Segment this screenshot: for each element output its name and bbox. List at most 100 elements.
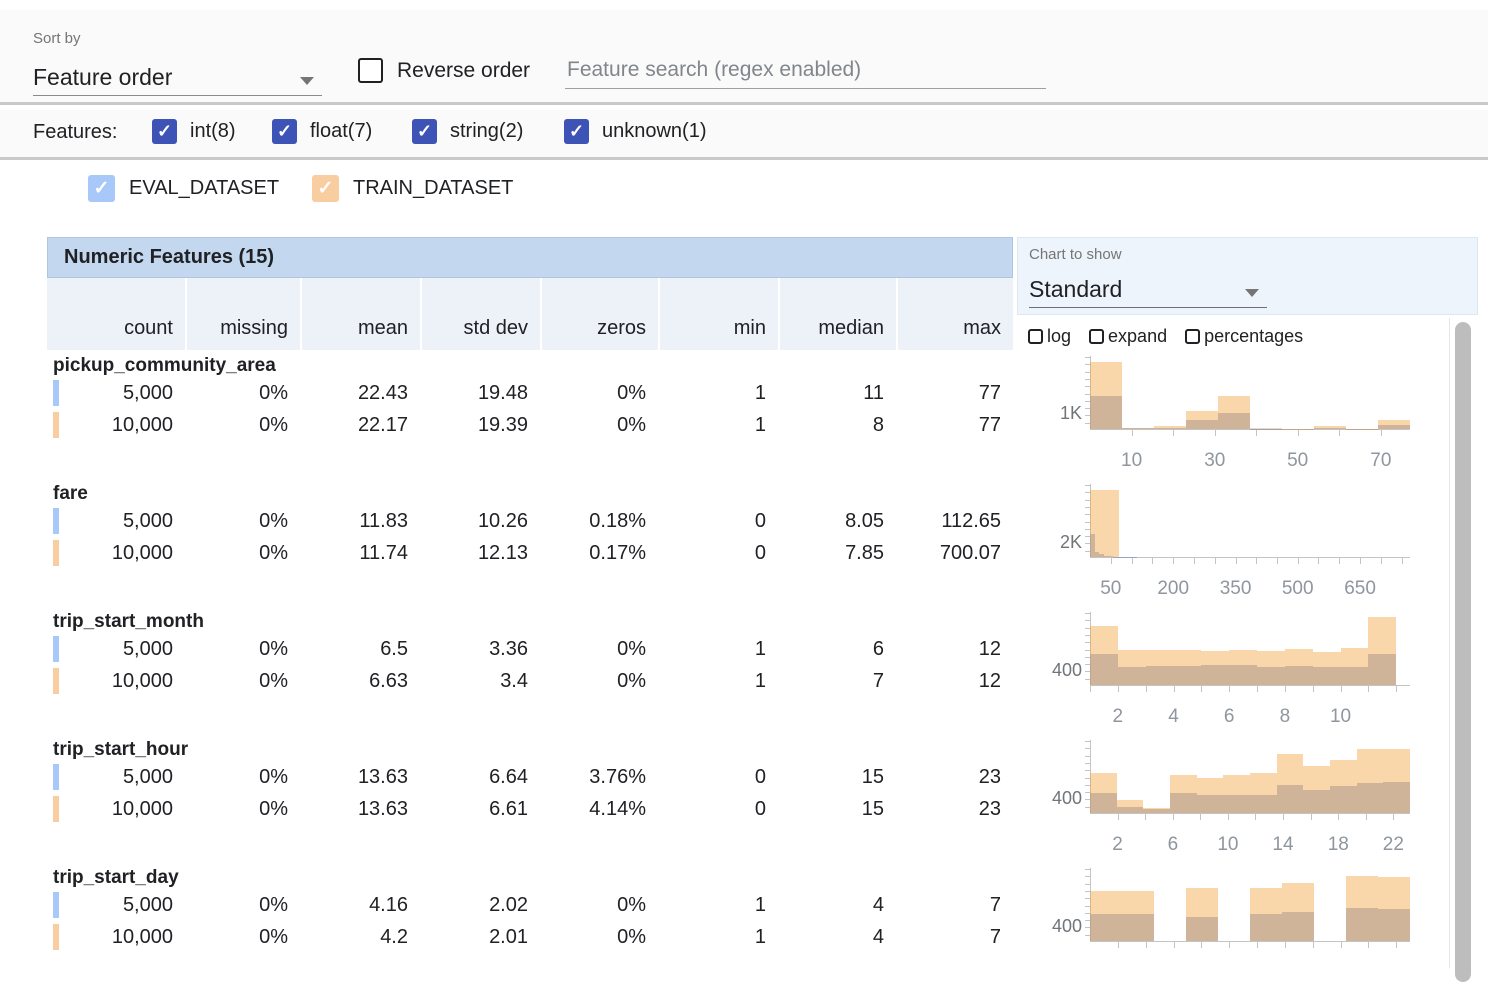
train-bar xyxy=(1090,362,1122,429)
type-label: int(8) xyxy=(190,120,236,143)
x-axis-tick-label: 14 xyxy=(1272,834,1293,856)
stat-value: 0% xyxy=(185,665,300,697)
stat-value: 8.05 xyxy=(778,505,896,537)
vertical-scrollbar[interactable] xyxy=(1455,322,1471,982)
column-header: zeros xyxy=(540,278,658,350)
x-axis-tick xyxy=(1173,558,1174,564)
x-axis-tick xyxy=(1201,942,1202,948)
dataset-checkbox-checked[interactable]: ✓ xyxy=(312,175,339,202)
train-bar xyxy=(1313,652,1341,685)
x-axis-tick-label: 2 xyxy=(1113,706,1124,728)
stat-value: 0 xyxy=(658,537,778,569)
stat-value: 1 xyxy=(658,633,778,665)
feature-type-filter[interactable]: ✓unknown(1) xyxy=(564,119,707,144)
train-bar xyxy=(1143,808,1170,813)
dataset-legend-item[interactable]: ✓EVAL_DATASET xyxy=(88,175,279,202)
feature-search-input[interactable] xyxy=(565,58,1046,89)
x-axis-tick xyxy=(1229,942,1230,948)
stat-value: 12.13 xyxy=(420,537,540,569)
x-axis-tick xyxy=(1132,558,1133,564)
histogram-plot[interactable] xyxy=(1090,868,1410,942)
dataset-checkbox-checked[interactable]: ✓ xyxy=(88,175,115,202)
chart-option-checkbox[interactable] xyxy=(1185,329,1200,344)
stat-value: 6.64 xyxy=(420,761,540,793)
x-axis-line xyxy=(1090,813,1410,814)
stat-value: 23 xyxy=(896,793,1013,825)
type-checkbox-checked[interactable]: ✓ xyxy=(412,119,437,144)
stat-value: 0% xyxy=(185,409,300,441)
train-color-chip xyxy=(53,796,59,822)
stat-value: 15 xyxy=(778,793,896,825)
sort-order-select[interactable]: Feature order xyxy=(33,56,322,96)
train-bar xyxy=(1090,490,1119,557)
train-bar xyxy=(1346,876,1378,941)
histogram-plot[interactable] xyxy=(1090,484,1410,558)
histogram-plot[interactable] xyxy=(1090,740,1410,814)
chart-option-checkbox[interactable] xyxy=(1028,329,1043,344)
type-checkbox-checked[interactable]: ✓ xyxy=(272,119,297,144)
column-header: max xyxy=(896,278,1013,350)
x-axis-tick xyxy=(1173,430,1174,436)
chart-option-label: percentages xyxy=(1204,326,1303,347)
y-axis-tick xyxy=(1085,357,1090,358)
chart-option-label: log xyxy=(1047,326,1071,347)
eval-color-chip xyxy=(53,636,59,662)
stat-value: 1 xyxy=(658,377,778,409)
stat-value: 0% xyxy=(185,761,300,793)
stat-value: 6.63 xyxy=(300,665,420,697)
train-color-chip xyxy=(53,924,59,950)
train-bar xyxy=(1197,778,1224,813)
chevron-down-icon xyxy=(1245,289,1259,297)
x-axis-tick xyxy=(1194,558,1195,564)
stat-value: 4.16 xyxy=(300,889,420,921)
dataset-label: TRAIN_DATASET xyxy=(353,177,513,200)
x-axis-tick xyxy=(1257,942,1258,948)
histogram-plot[interactable] xyxy=(1090,356,1410,430)
stat-value: 19.48 xyxy=(420,377,540,409)
sort-by-label: Sort by xyxy=(33,30,81,47)
stat-value: 0% xyxy=(185,889,300,921)
train-bar xyxy=(1201,651,1229,685)
train-bar xyxy=(1174,650,1202,685)
stat-value: 2.02 xyxy=(420,889,540,921)
x-axis-tick xyxy=(1313,942,1314,948)
histogram-plot[interactable] xyxy=(1090,612,1410,686)
x-axis-tick xyxy=(1174,942,1175,948)
chart-option-expand[interactable]: expand xyxy=(1089,326,1167,347)
train-bar xyxy=(1186,411,1218,429)
train-bar xyxy=(1229,650,1257,685)
train-bar xyxy=(1282,883,1314,941)
toolbar: Sort by Feature order Reverse order xyxy=(0,10,1488,105)
stat-value: 0% xyxy=(185,921,300,953)
chart-option-log[interactable]: log xyxy=(1028,326,1071,347)
x-axis-tick-label: 50 xyxy=(1287,450,1308,472)
dataset-legend-item[interactable]: ✓ TRAIN_DATASET xyxy=(312,175,513,202)
chart-type-select[interactable]: Standard xyxy=(1029,270,1267,308)
feature-type-filter[interactable]: ✓string(2) xyxy=(412,119,523,144)
x-axis-line xyxy=(1090,557,1410,558)
type-checkbox-checked[interactable]: ✓ xyxy=(564,119,589,144)
stat-value: 19.39 xyxy=(420,409,540,441)
reverse-order-checkbox[interactable] xyxy=(358,58,383,83)
stat-value: 7.85 xyxy=(778,537,896,569)
y-axis-tick xyxy=(1085,620,1090,621)
histogram-trip_start_day: 400 xyxy=(1030,868,1450,986)
x-axis-tick xyxy=(1402,558,1403,564)
feature-type-filter[interactable]: ✓float(7) xyxy=(272,119,372,144)
train-color-chip xyxy=(53,540,59,566)
x-axis-tick xyxy=(1311,814,1312,820)
chart-option-checkbox[interactable] xyxy=(1089,329,1104,344)
stat-value: 0% xyxy=(185,633,300,665)
type-checkbox-checked[interactable]: ✓ xyxy=(152,119,177,144)
y-axis-label: 400 xyxy=(1030,788,1082,809)
feature-type-filter[interactable]: ✓ int(8) xyxy=(152,119,236,144)
x-axis-tick xyxy=(1277,558,1278,564)
stat-value: 5,000 xyxy=(47,505,185,537)
chart-option-percentages[interactable]: percentages xyxy=(1185,326,1303,347)
